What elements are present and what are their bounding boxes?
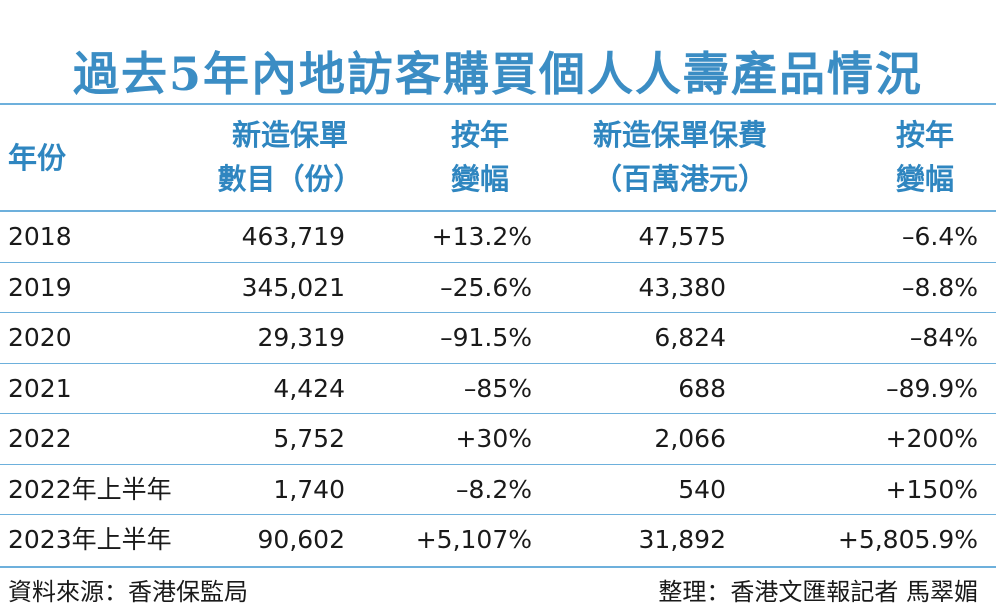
rule [0,210,996,212]
title: 過去5年內地訪客購買個人人壽產品情況 [72,47,923,101]
table-cell: –8.8% [901,272,978,302]
table-cell: +5,107% [415,525,532,554]
header-cell: 按年 [895,118,954,152]
header-cell: 變幅 [450,162,509,196]
header-cell: 按年 [450,118,509,152]
table-cell: –91.5% [440,323,532,352]
table-cell: –8.2% [455,474,532,504]
header-cell: 變幅 [895,162,954,196]
table-cell: 4,424 [273,373,345,403]
row-rule [0,312,996,313]
table-cell: 2021 [8,373,72,403]
header-cell: 新造保單 [231,118,348,152]
table-cell: +200% [885,424,978,453]
table-cell: +13.2% [431,222,532,251]
row-rule [0,261,996,263]
table-cell: 47,575 [638,222,726,251]
table-cell: 2022年上半年 [8,474,172,504]
table-cell: +150% [885,474,978,504]
table-cell: 6,824 [654,323,726,352]
table-cell: 2022 [8,424,72,453]
table-cell: 540 [678,474,726,504]
table-cell: –89.9% [886,373,978,403]
row-rule [0,514,996,515]
table-cell: 2023年上半年 [8,525,172,554]
header-cell: 新造保單保費 [592,118,767,152]
table-cell: 688 [678,373,726,403]
rule [0,103,996,105]
table-cell: 2019 [8,272,72,302]
table-cell: 90,602 [257,525,345,554]
table-cell: 345,021 [241,272,345,302]
table-cell: 2018 [8,222,72,251]
rule [0,566,996,568]
row-rule [0,362,996,364]
table-cell: –25.6% [440,272,532,302]
row-rule [0,413,996,414]
table-cell: 1,740 [273,474,345,504]
row-rule [0,463,996,465]
table-cell: 31,892 [638,525,726,554]
header-cell: 數目（份） [217,162,363,196]
table-cell: 2,066 [654,424,726,453]
table-cell: 5,752 [273,424,345,453]
table-cell: +5,805.9% [837,525,978,554]
header-cell: （百萬港元） [592,162,767,196]
table-cell: –85% [463,373,532,403]
table-cell: 2020 [8,323,72,352]
source: 資料來源：香港保監局 [8,578,248,606]
credit: 整理：香港文匯報記者 馬翠媚 [658,578,978,606]
table-cell: –84% [909,323,978,352]
table-cell: +30% [455,424,532,453]
table-cell: 43,380 [638,272,726,302]
table-cell: –6.4% [901,222,978,251]
header-cell: 年份 [8,141,67,175]
table-cell: 29,319 [257,323,345,352]
table-cell: 463,719 [241,222,345,251]
